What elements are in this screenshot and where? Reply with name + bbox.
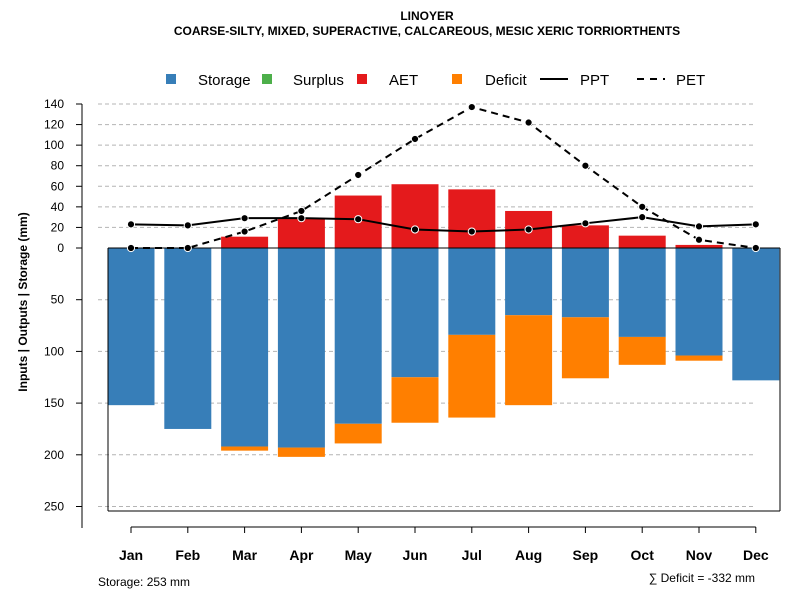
y-axis-label: Inputs | Outputs | Storage (mm): [16, 212, 30, 391]
legend-label: Deficit: [485, 72, 528, 89]
y-tick-label: 250: [44, 499, 64, 513]
legend: Storage Surplus AET Deficit PPT PET: [166, 72, 705, 89]
pet-point: [581, 161, 590, 170]
storage-bar: [618, 248, 666, 337]
storage-bar: [505, 248, 553, 316]
x-tick-label: Dec: [743, 547, 769, 563]
y-tick-label: 80: [51, 159, 65, 173]
deficit-footer: ∑ Deficit = -332 mm: [649, 571, 755, 585]
ppt-point: [751, 220, 760, 229]
legend-label: Surplus: [293, 72, 344, 89]
x-tick-label: Sep: [573, 547, 599, 563]
pet-point: [126, 243, 136, 253]
pet-point: [240, 227, 249, 236]
storage-bar: [221, 248, 269, 447]
x-tick-label: Jul: [462, 547, 482, 563]
x-tick-label: Jan: [119, 547, 143, 563]
legend-label: AET: [389, 72, 418, 89]
x-tick-label: Aug: [515, 547, 542, 563]
legend-swatch-deficit: [452, 74, 462, 84]
deficit-bar: [618, 336, 666, 365]
x-tick-label: Jun: [403, 547, 428, 563]
deficit-bar: [334, 423, 382, 444]
y-tick-label: 120: [44, 118, 64, 132]
ppt-point: [524, 225, 533, 234]
ppt-point: [354, 215, 363, 224]
pet-point: [524, 118, 533, 127]
pet-line: [131, 106, 756, 249]
aet-bar: [277, 218, 325, 248]
pet-point: [354, 170, 363, 180]
aet-bar: [391, 184, 439, 248]
pet-point: [410, 134, 420, 144]
x-tick-label: Nov: [686, 547, 713, 563]
axes: 0 20 40 60 80 100 120 140 50 100 150 200 250 Jan Feb Ma…: [44, 97, 781, 563]
storage-bar: [561, 248, 609, 318]
pet-point: [467, 102, 476, 112]
deficit-bar: [277, 447, 325, 457]
pet-point: [751, 243, 760, 253]
storage-bar: [164, 248, 212, 429]
storage-bar: [334, 248, 382, 424]
legend-swatch-aet: [357, 74, 367, 84]
storage-bar: [277, 248, 325, 448]
ppt-point: [183, 221, 192, 230]
aet-bar: [221, 236, 269, 248]
deficit-bar: [505, 315, 553, 406]
chart-subtitle: COARSE-SILTY, MIXED, SUPERACTIVE, CALCAR…: [174, 24, 680, 38]
aet-bar: [448, 189, 496, 248]
deficit-bar: [448, 334, 496, 418]
y-tick-label: 40: [51, 200, 65, 214]
chart-title: LINOYER: [400, 9, 454, 23]
y-tick-label: 200: [44, 448, 64, 462]
x-tick-label: Mar: [232, 547, 257, 563]
lines: [126, 102, 760, 253]
pet-point: [297, 206, 306, 216]
ppt-point: [467, 227, 476, 236]
pet-point: [183, 243, 192, 253]
ppt-point: [581, 219, 590, 228]
y-tick-label: 50: [51, 293, 65, 307]
ppt-point: [240, 214, 249, 223]
ppt-point: [638, 213, 647, 222]
deficit-bar: [675, 355, 723, 361]
legend-swatch-surplus: [262, 74, 272, 84]
storage-bar: [107, 248, 155, 406]
storage-bar: [448, 248, 496, 335]
aet-bar: [675, 244, 723, 248]
legend-swatch-storage: [166, 74, 176, 84]
legend-label: PPT: [580, 72, 609, 89]
ppt-line: [130, 216, 756, 233]
deficit-bar: [391, 377, 439, 423]
aet-bar: [618, 235, 666, 248]
x-tick-label: Oct: [631, 547, 655, 563]
y-tick-label: 100: [44, 344, 64, 358]
ppt-point: [694, 222, 704, 231]
y-tick-label: 140: [44, 97, 64, 111]
storage-bar: [732, 248, 780, 381]
legend-label: PET: [676, 72, 705, 89]
x-tick-label: Apr: [289, 547, 314, 563]
ppt-point: [297, 214, 306, 223]
x-tick-label: May: [345, 547, 372, 563]
storage-bar: [675, 248, 723, 356]
bars: [107, 184, 780, 457]
aet-bar: [561, 225, 609, 248]
pet-point: [694, 235, 704, 244]
y-tick-label: 100: [44, 138, 64, 152]
pet-point: [638, 202, 647, 211]
storage-bar: [391, 248, 439, 378]
storage-footer: Storage: 253 mm: [98, 575, 190, 589]
y-tick-label: 0: [57, 241, 64, 255]
y-tick-label: 60: [51, 179, 65, 193]
ppt-point: [126, 220, 136, 229]
y-tick-label: 150: [44, 396, 64, 410]
ppt-point: [410, 225, 420, 234]
deficit-bar: [561, 317, 609, 379]
x-tick-label: Feb: [175, 547, 200, 563]
deficit-bar: [221, 446, 269, 451]
legend-label: Storage: [198, 72, 251, 89]
y-tick-label: 20: [51, 220, 65, 234]
